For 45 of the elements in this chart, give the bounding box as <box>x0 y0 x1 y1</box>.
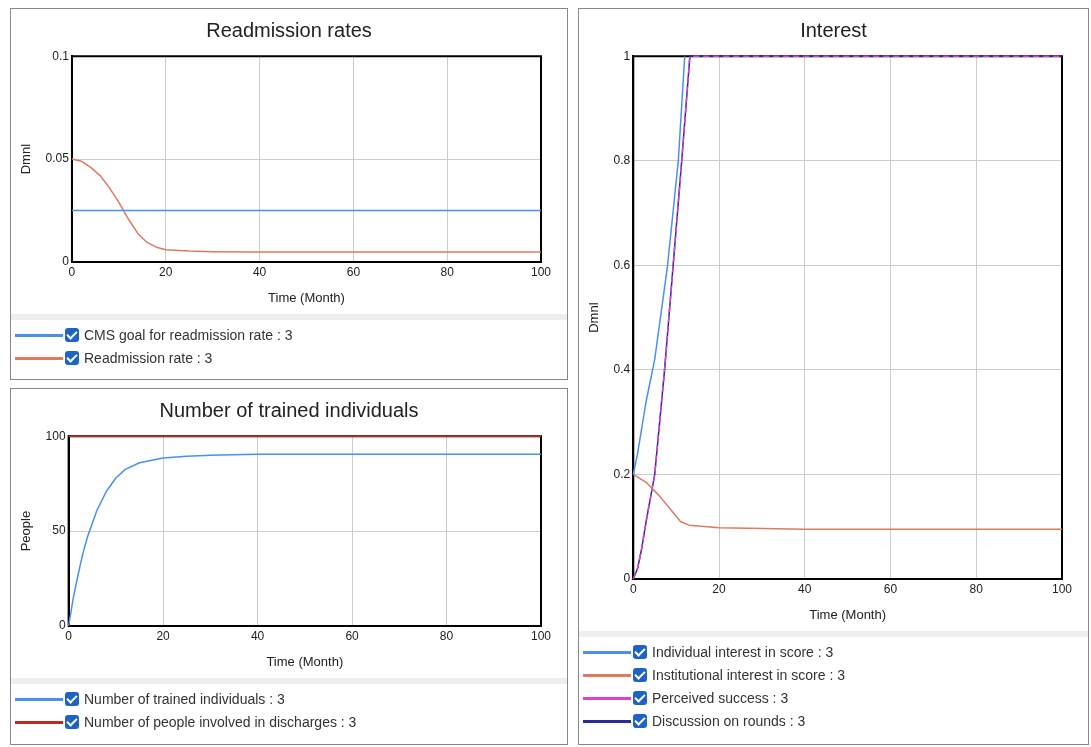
y-tick-label: 50 <box>52 523 66 538</box>
x-tick-label: 60 <box>883 581 898 596</box>
legend-label: CMS goal for readmission rate : 3 <box>84 326 293 343</box>
line-series <box>632 55 1063 580</box>
y-axis-title: Dmnl <box>18 143 34 175</box>
x-tick-label: 100 <box>530 264 552 279</box>
legend-label: Individual interest in score : 3 <box>652 643 834 660</box>
y-tick-label: 0.2 <box>613 466 631 481</box>
x-axis-title: Time (Month) <box>266 653 344 669</box>
x-tick-label: 100 <box>530 628 552 643</box>
y-tick-label: 0.05 <box>45 151 70 166</box>
x-tick-label: 80 <box>440 264 455 279</box>
x-tick-label: 60 <box>345 628 360 643</box>
x-tick-label: 60 <box>346 264 361 279</box>
chart-title: Interest <box>799 18 868 43</box>
y-axis-title: Dmnl <box>586 302 602 333</box>
y-tick-label: 0 <box>62 254 70 269</box>
x-tick-label: 80 <box>969 581 984 596</box>
y-axis-title: People <box>18 510 34 552</box>
chart-title: Readmission rates <box>205 18 373 43</box>
y-tick-label: 0.1 <box>52 48 70 63</box>
x-tick-label: 20 <box>156 628 171 643</box>
y-tick-label: 0 <box>58 618 66 633</box>
x-axis-title: Time (Month) <box>268 289 345 305</box>
x-tick-label: 40 <box>798 581 812 596</box>
chart-title: Number of trained individuals <box>158 398 420 423</box>
legend-label: Perceived success : 3 <box>652 689 789 706</box>
y-tick-label: 0.6 <box>613 257 631 272</box>
y-tick-label: 0.8 <box>613 153 631 168</box>
x-tick-label: 100 <box>1051 581 1073 596</box>
x-tick-label: 20 <box>712 581 727 596</box>
x-tick-label: 20 <box>159 264 173 279</box>
x-tick-label: 40 <box>252 264 267 279</box>
legend-label: Number of people involved in discharges : 3 <box>84 713 357 730</box>
legend-label: Number of trained individuals : 3 <box>84 690 285 707</box>
y-tick-label: 100 <box>45 428 66 443</box>
x-tick-label: 40 <box>250 628 265 643</box>
legend-label: Readmission rate : 3 <box>84 349 213 366</box>
x-axis-title: Time (Month) <box>809 606 887 622</box>
y-tick-label: 1 <box>623 48 631 63</box>
y-tick-label: 0 <box>623 571 631 586</box>
x-tick-label: 80 <box>439 628 454 643</box>
legend-label: Institutional interest in score : 3 <box>652 666 845 683</box>
y-tick-label: 0.4 <box>613 362 631 377</box>
legend-label: Discussion on rounds : 3 <box>652 712 806 729</box>
